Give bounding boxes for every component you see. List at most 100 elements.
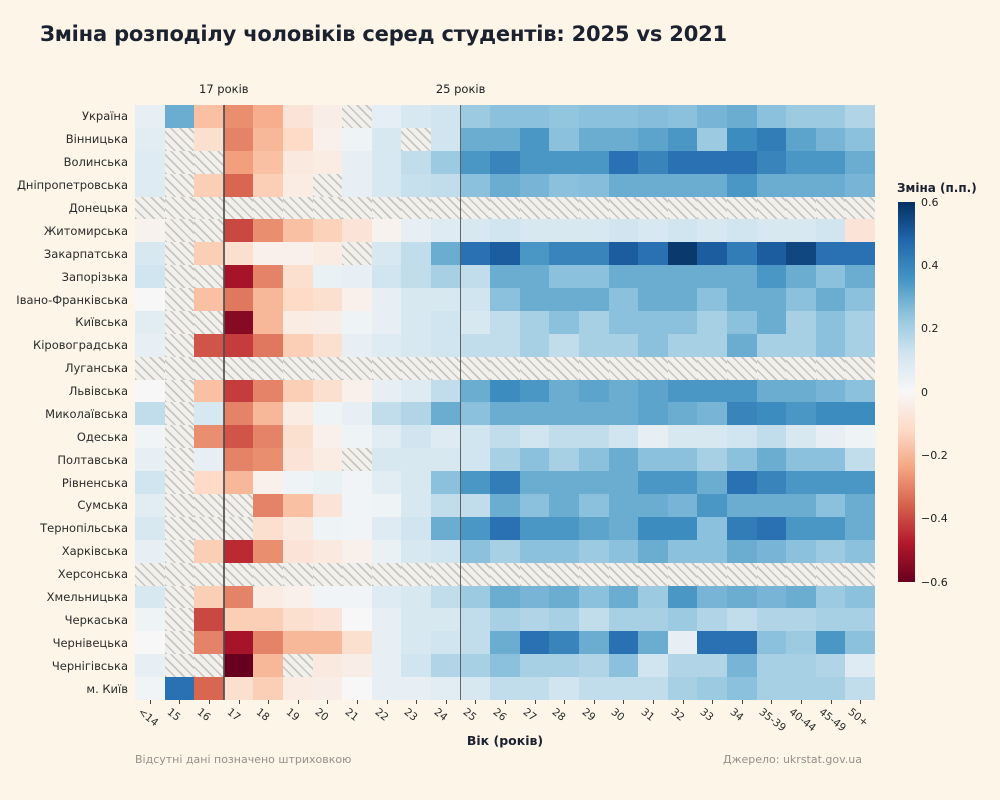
colorbar-gradient <box>898 202 915 582</box>
heatmap-cell <box>431 448 461 472</box>
y-tick-label: Миколаївська <box>45 406 128 421</box>
missing-data-note: Відсутні дані позначено штриховкою <box>135 753 352 766</box>
heatmap-cell <box>253 402 283 426</box>
heatmap-cell-missing <box>519 562 550 586</box>
x-tick-label: 28 <box>549 706 568 724</box>
heatmap-cell-missing <box>164 150 195 174</box>
heatmap-cell <box>312 379 343 403</box>
heatmap-cell <box>579 288 609 311</box>
heatmap-cell-missing <box>342 196 372 220</box>
heatmap-cell <box>312 402 343 426</box>
heatmap-cell <box>223 105 254 128</box>
heatmap-cell <box>697 585 727 609</box>
heatmap-cell <box>815 105 846 128</box>
heatmap-cell <box>519 539 550 563</box>
heatmap-cell <box>135 471 165 495</box>
heatmap-cell <box>815 631 846 655</box>
heatmap-cell <box>845 585 875 609</box>
heatmap-cell <box>845 539 875 563</box>
heatmap-cell <box>815 333 846 357</box>
heatmap-cell <box>431 539 461 563</box>
heatmap-cell <box>283 516 313 540</box>
heatmap-cell-missing <box>371 356 402 380</box>
heatmap-cell-missing <box>727 562 757 586</box>
heatmap-cell <box>727 310 757 334</box>
heatmap-cell-missing <box>342 448 372 472</box>
heatmap-cell <box>371 425 402 449</box>
x-tick-mark <box>445 700 447 704</box>
x-tick-label: 35-39 <box>757 706 789 735</box>
heatmap-cell <box>608 471 639 495</box>
heatmap-cell <box>845 105 875 128</box>
heatmap-cell <box>401 585 431 609</box>
heatmap-cell <box>401 379 431 403</box>
heatmap-cell <box>253 150 283 174</box>
heatmap-cell <box>549 105 579 128</box>
heatmap-cell <box>786 448 816 472</box>
heatmap-cell-missing <box>135 562 165 586</box>
heatmap-cell <box>815 402 846 426</box>
heatmap-cell-missing <box>223 562 254 586</box>
heatmap-cell <box>579 402 609 426</box>
heatmap-cell-missing <box>786 562 816 586</box>
heatmap-cell <box>697 402 727 426</box>
heatmap-cell-missing <box>638 562 668 586</box>
heatmap-cell <box>342 631 372 655</box>
heatmap-cell <box>490 539 520 563</box>
heatmap-cell-missing <box>431 562 461 586</box>
y-tick-label: Харківська <box>61 544 128 559</box>
heatmap-cell <box>786 150 816 174</box>
heatmap-cell <box>312 608 343 632</box>
heatmap-cell <box>135 539 165 563</box>
heatmap-cell-missing <box>697 562 727 586</box>
heatmap-cell <box>371 494 402 517</box>
heatmap-cell <box>371 516 402 540</box>
heatmap-cell <box>727 471 757 495</box>
reference-line-label: 25 років <box>435 82 486 96</box>
heatmap-cell <box>638 631 668 655</box>
heatmap-cell-missing <box>401 196 431 220</box>
heatmap-cell <box>756 425 787 449</box>
heatmap-cell <box>697 471 727 495</box>
heatmap-cell <box>342 333 372 357</box>
heatmap-cell <box>756 333 787 357</box>
heatmap-cell <box>460 105 491 128</box>
y-tick-label: Полтавська <box>57 452 128 467</box>
heatmap-cell <box>697 448 727 472</box>
heatmap-cell <box>608 173 639 197</box>
heatmap-cell <box>549 173 579 197</box>
heatmap-cell <box>460 310 491 334</box>
y-tick-label: Київська <box>75 315 128 330</box>
heatmap-cell <box>519 265 550 289</box>
heatmap-cell <box>401 242 431 266</box>
heatmap-cell <box>431 425 461 449</box>
heatmap-cell <box>283 585 313 609</box>
heatmap-cell <box>312 333 343 357</box>
heatmap-cell-missing <box>164 425 195 449</box>
heatmap-cell <box>223 677 254 700</box>
x-tick-label: 33 <box>697 706 716 724</box>
heatmap-cell <box>194 448 224 472</box>
heatmap-cell <box>845 265 875 289</box>
heatmap-cell <box>342 127 372 151</box>
y-tick-label: Вінницька <box>65 132 128 147</box>
heatmap-cell-missing <box>579 196 609 220</box>
heatmap-cell <box>283 494 313 517</box>
heatmap-cell-missing <box>756 196 787 220</box>
heatmap-cell <box>371 310 402 334</box>
heatmap-cell <box>253 242 283 266</box>
heatmap-cell <box>283 425 313 449</box>
x-tick-mark <box>623 700 625 704</box>
heatmap-cell <box>845 608 875 632</box>
heatmap-cell <box>194 585 224 609</box>
heatmap-cell <box>223 379 254 403</box>
heatmap-cell <box>815 539 846 563</box>
heatmap-cell <box>283 105 313 128</box>
x-tick-label: 40-44 <box>786 706 819 735</box>
heatmap-cell-missing <box>164 265 195 289</box>
heatmap-cell-missing <box>845 196 875 220</box>
heatmap-cell <box>667 379 698 403</box>
heatmap-cell <box>667 585 698 609</box>
heatmap-cell <box>697 127 727 151</box>
heatmap-cell <box>579 677 609 700</box>
